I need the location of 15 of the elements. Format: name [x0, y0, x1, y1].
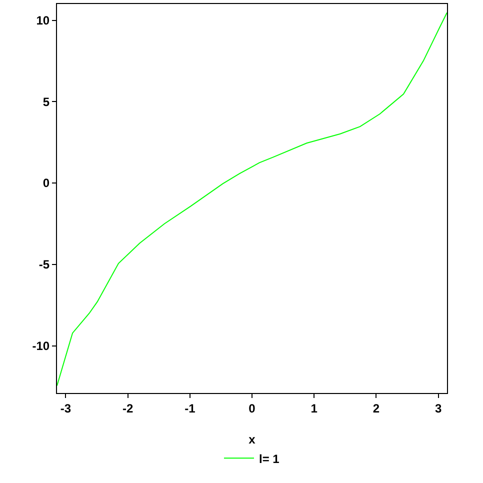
y-tick-label: -5 — [38, 258, 50, 272]
x-axis-title: x — [248, 432, 256, 446]
x-tick-label: 3 — [434, 401, 442, 416]
y-tick-label: 5 — [42, 94, 50, 109]
legend-label: l= 1 — [259, 452, 280, 466]
x-tick-label: 1 — [310, 401, 318, 416]
x-tick-label: 2 — [372, 401, 380, 416]
x-tick-label: -3 — [60, 401, 72, 416]
x-tick-label: 0 — [248, 401, 256, 416]
y-tick-label: 0 — [42, 176, 50, 190]
y-tick-label: -10 — [32, 339, 50, 353]
x-tick-label: -2 — [122, 401, 134, 416]
y-tick-label: 10 — [36, 13, 50, 28]
x-tick-label: -1 — [184, 401, 196, 416]
line-series — [57, 12, 447, 386]
